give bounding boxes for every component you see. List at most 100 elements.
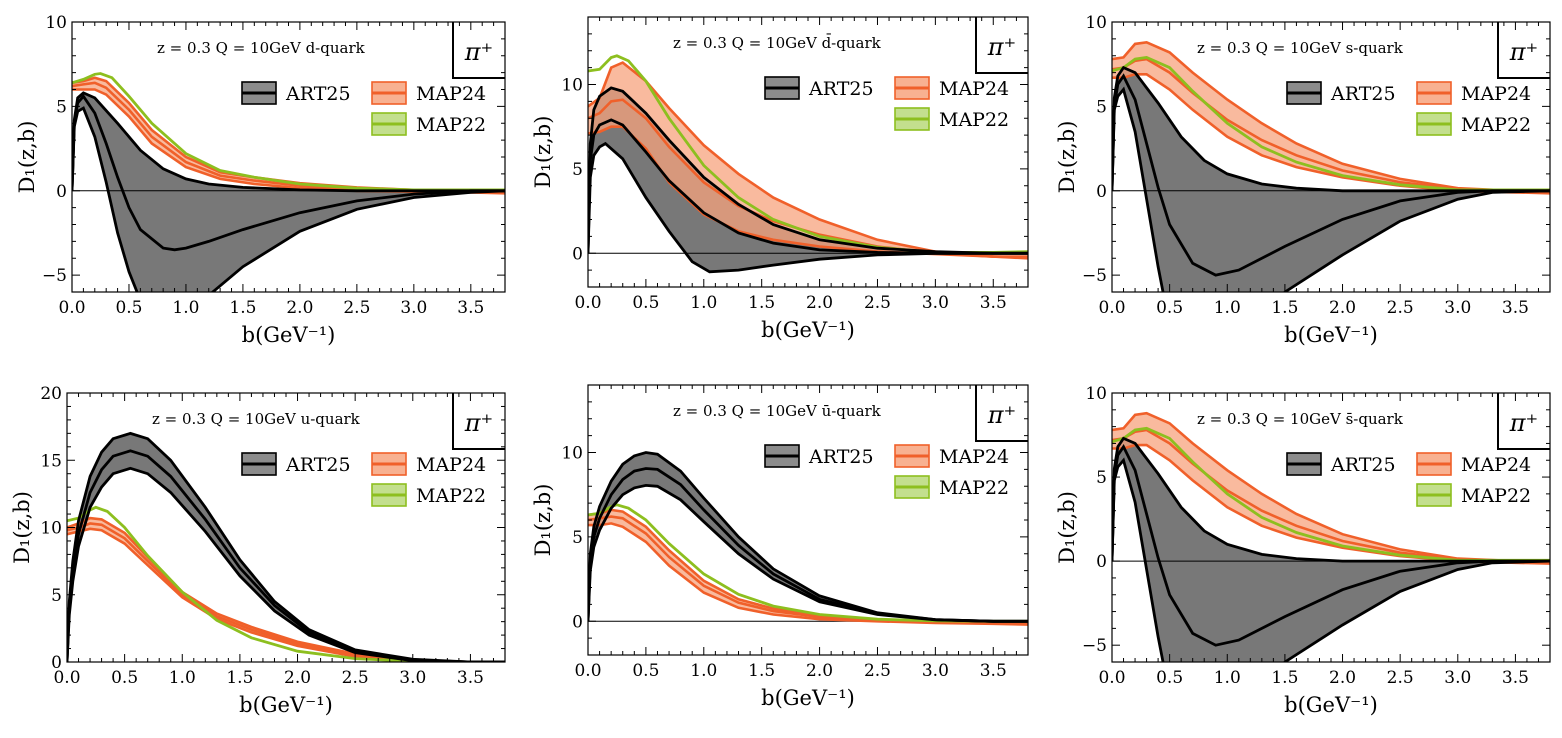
x-tick-label: 1.5: [229, 298, 256, 318]
art25-legend-label: ART25: [285, 454, 351, 476]
map22-line: [588, 503, 1028, 623]
hadron-label: π⁺: [464, 38, 493, 66]
kinematics-annotation: z = 0.3 Q = 10GeV s̄-quark: [1197, 410, 1404, 428]
map22-legend-label: MAP22: [939, 477, 1009, 499]
y-tick-label: 20: [40, 384, 62, 404]
map22-legend-label: MAP22: [1461, 114, 1531, 136]
map24-legend-label: MAP24: [416, 454, 486, 476]
map24-central-line: [588, 515, 1028, 626]
x-tick-label: 1.0: [1214, 668, 1241, 688]
map24-band: [588, 509, 1028, 625]
art25-band: [72, 92, 505, 292]
y-tick-label: 0: [1096, 552, 1107, 572]
x-axis-label: b(GeV⁻¹): [1284, 693, 1378, 717]
art25-lower-line: [1112, 86, 1550, 292]
art25-legend-label: ART25: [808, 446, 874, 468]
y-tick-label: 5: [56, 97, 67, 117]
y-axis-label: D₁(z,b): [15, 121, 39, 194]
x-tick-label: 2.0: [286, 298, 313, 318]
hadron-box: [452, 393, 505, 450]
x-axis-label: b(GeV⁻¹): [761, 686, 855, 710]
plot-area: [1112, 40, 1550, 292]
map22-line: [1112, 426, 1550, 562]
art25-central-line: [1112, 444, 1550, 647]
chart-panel-3: 0.0 0.5 1.0 1.5 2.0 2.5 3.0 3.5 −5 0 5 10 b(GeV⁻¹) D₁…: [1055, 13, 1551, 347]
art25-upper-line: [588, 86, 1028, 255]
plot-area: [588, 54, 1028, 274]
x-tick-label: 3.0: [399, 668, 426, 688]
y-axis-label: D₁(z,b): [10, 491, 34, 564]
x-tick-label: 0.0: [58, 298, 85, 318]
x-tick-label: 1.0: [690, 293, 717, 313]
art25-upper-line: [72, 91, 505, 193]
kinematics-annotation: z = 0.3 Q = 10GeV s-quark: [1197, 39, 1404, 57]
map24-upper-line: [1112, 40, 1550, 193]
y-axis-label: D₁(z,b): [531, 116, 555, 189]
x-axis-label: b(GeV⁻¹): [1284, 323, 1378, 347]
chart-panel-1: 0.0 0.5 1.0 1.5 2.0 2.5 3.0 3.5 −5 0 5 10 b(GeV⁻¹) D₁…: [15, 13, 506, 347]
map22-legend-label: MAP22: [939, 109, 1009, 131]
x-tick-label: 3.0: [922, 293, 949, 313]
x-tick-label: 0.0: [574, 293, 601, 313]
x-tick-label: 1.0: [690, 661, 717, 681]
hadron-box: [975, 385, 1028, 442]
x-tick-label: 2.0: [284, 668, 311, 688]
kinematics-annotation: z = 0.3 Q = 10GeV d-quark: [157, 39, 366, 57]
x-tick-label: 3.5: [1502, 298, 1529, 318]
x-tick-label: 2.0: [1329, 298, 1356, 318]
x-tick-label: 3.5: [980, 293, 1007, 313]
map24-legend-label: MAP24: [939, 446, 1009, 468]
x-tick-label: 0.5: [111, 668, 138, 688]
y-tick-label: 10: [1085, 384, 1107, 404]
plot-area: [67, 431, 505, 662]
hadron-box: [452, 22, 505, 79]
x-tick-label: 3.0: [922, 661, 949, 681]
art25-central-line: [1112, 73, 1550, 277]
x-tick-label: 0.0: [1098, 668, 1125, 688]
art25-upper-line: [1112, 436, 1550, 563]
hadron-box: [1497, 22, 1550, 79]
hadron-label: π⁺: [987, 33, 1016, 61]
x-tick-label: 0.5: [632, 293, 659, 313]
map24-band: [588, 62, 1028, 259]
y-tick-label: 5: [572, 528, 583, 548]
y-tick-label: 5: [1096, 468, 1107, 488]
y-tick-label: 5: [51, 586, 62, 606]
x-tick-label: 0.5: [632, 661, 659, 681]
x-tick-label: 1.5: [226, 668, 253, 688]
x-tick-label: 3.5: [457, 668, 484, 688]
map24-band: [1112, 42, 1550, 194]
x-tick-label: 3.0: [1444, 668, 1471, 688]
chart-panel-2: 0.0 0.5 1.0 1.5 2.0 2.5 3.0 3.5 0 5 10 b(GeV⁻¹) D₁(z…: [531, 16, 1029, 342]
plot-area: [72, 72, 505, 292]
x-tick-label: 3.0: [1444, 298, 1471, 318]
y-tick-label: 10: [40, 519, 62, 539]
x-tick-label: 0.5: [115, 298, 142, 318]
kinematics-annotation: z = 0.3 Q = 10GeV d̄-quark: [673, 34, 882, 52]
y-tick-label: 0: [1096, 182, 1107, 202]
art25-lower-line: [588, 141, 1028, 274]
y-tick-label: 5: [1096, 97, 1107, 117]
x-tick-label: 2.5: [1387, 668, 1414, 688]
map24-lower-line: [588, 522, 1028, 626]
plot-area: [588, 451, 1028, 626]
map24-band: [1112, 413, 1550, 564]
art25-upper-line: [1112, 65, 1550, 193]
map22-legend-label: MAP22: [1461, 485, 1531, 507]
y-tick-label: −5: [1082, 636, 1107, 656]
art25-lower-line: [67, 466, 505, 662]
x-tick-label: 1.5: [748, 293, 775, 313]
x-tick-label: 2.5: [864, 293, 891, 313]
map24-legend-label: MAP24: [1461, 83, 1531, 105]
y-tick-label: 0: [56, 182, 67, 202]
art25-band: [588, 87, 1028, 272]
art25-central-line: [588, 118, 1028, 255]
hadron-label: π⁺: [987, 401, 1016, 429]
map24-legend-label: MAP24: [416, 83, 486, 105]
x-tick-label: 0.0: [53, 668, 80, 688]
x-tick-label: 0.5: [1156, 668, 1183, 688]
map24-legend-label: MAP24: [1461, 454, 1531, 476]
y-tick-label: 0: [51, 653, 62, 673]
y-tick-label: 10: [1085, 13, 1107, 33]
